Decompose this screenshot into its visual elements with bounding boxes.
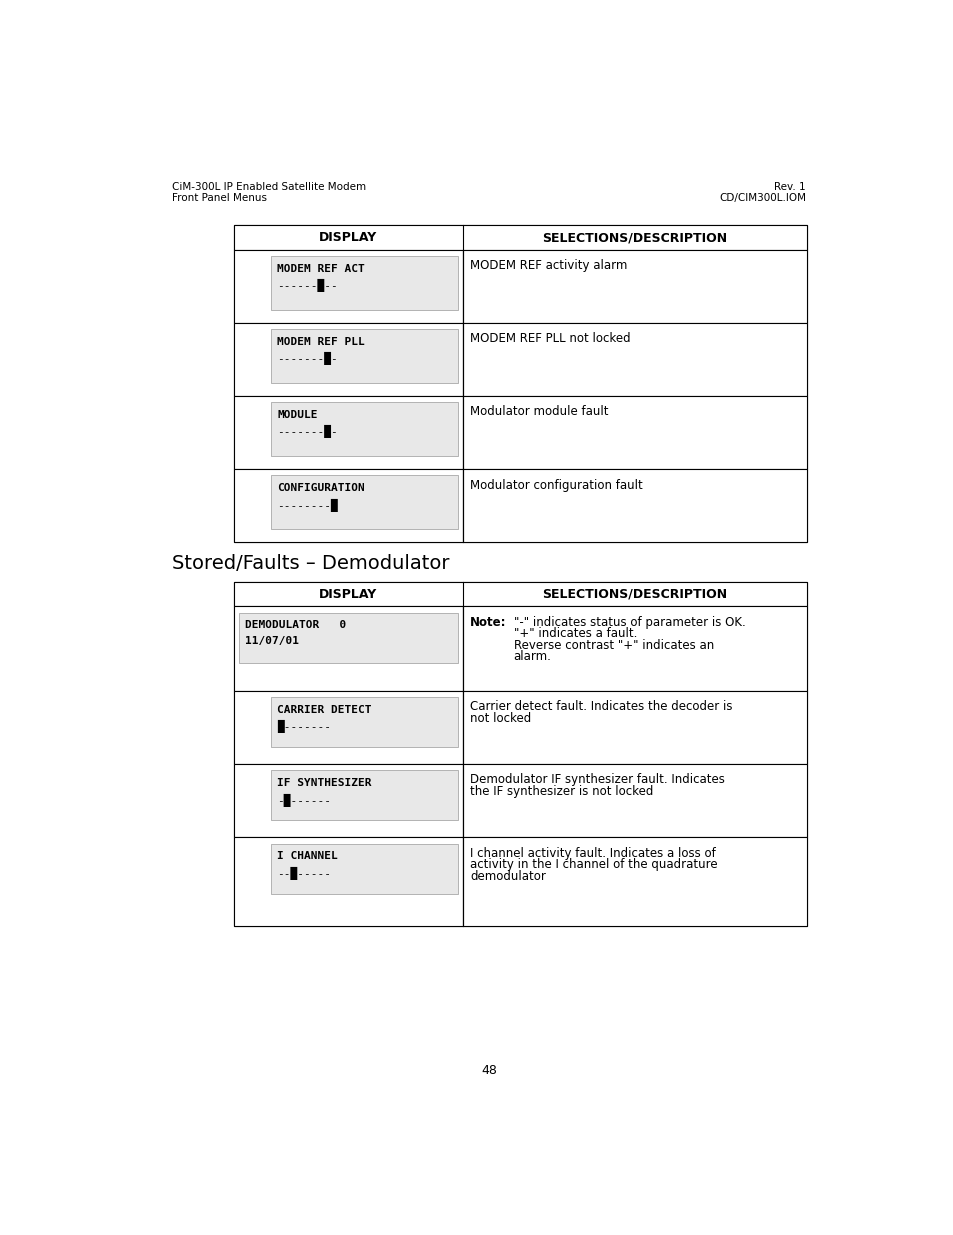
Text: ------█--: ------█-- [277, 279, 337, 293]
Text: SELECTIONS/DESCRIPTION: SELECTIONS/DESCRIPTION [542, 588, 727, 600]
Text: █-------: █------- [277, 720, 331, 734]
Bar [462, 837, 806, 926]
Text: -█------: -█------ [277, 793, 331, 806]
Bar [233, 225, 806, 542]
Text: Reverse contrast "+" indicates an: Reverse contrast "+" indicates an [513, 638, 713, 652]
Text: Note:: Note: [470, 615, 506, 629]
Text: 48: 48 [480, 1065, 497, 1077]
Text: CiM-300L IP Enabled Satellite Modem: CiM-300L IP Enabled Satellite Modem [172, 182, 366, 193]
Text: SELECTIONS/DESCRIPTION: SELECTIONS/DESCRIPTION [542, 231, 727, 245]
Text: "+" indicates a fault.: "+" indicates a fault. [513, 627, 637, 640]
Text: -------█-: -------█- [277, 425, 337, 438]
Bar [462, 324, 806, 396]
Bar [271, 844, 457, 894]
Bar [233, 396, 462, 469]
Text: --------█: --------█ [277, 499, 337, 511]
Bar [462, 249, 806, 324]
Bar [271, 403, 457, 456]
Text: --█-----: --█----- [277, 867, 331, 879]
Bar [233, 225, 806, 249]
Text: Stored/Faults – Demodulator: Stored/Faults – Demodulator [172, 555, 449, 573]
Bar [271, 475, 457, 530]
Bar [233, 692, 462, 764]
Text: I channel activity fault. Indicates a loss of: I channel activity fault. Indicates a lo… [470, 846, 716, 860]
Bar [233, 582, 806, 606]
Text: 11/07/01: 11/07/01 [245, 636, 298, 646]
Bar [271, 771, 457, 820]
Bar [233, 469, 462, 542]
Text: CONFIGURATION: CONFIGURATION [277, 483, 365, 493]
Text: Carrier detect fault. Indicates the decoder is: Carrier detect fault. Indicates the deco… [470, 700, 732, 714]
Text: DISPLAY: DISPLAY [319, 588, 377, 600]
Bar [233, 837, 462, 926]
Text: Modulator module fault: Modulator module fault [470, 405, 608, 419]
Bar [462, 606, 806, 692]
Text: CD/CIM300L.IOM: CD/CIM300L.IOM [719, 193, 805, 203]
Bar [271, 256, 457, 310]
Text: demodulator: demodulator [470, 869, 546, 883]
Text: not locked: not locked [470, 711, 531, 725]
Bar [462, 469, 806, 542]
Text: Rev. 1: Rev. 1 [774, 182, 805, 193]
Text: MODEM REF PLL: MODEM REF PLL [277, 337, 365, 347]
Text: -------█-: -------█- [277, 352, 337, 366]
Text: DISPLAY: DISPLAY [319, 231, 377, 245]
Text: the IF synthesizer is not locked: the IF synthesizer is not locked [470, 785, 653, 798]
Bar [233, 249, 462, 324]
Bar [271, 330, 457, 383]
Bar [233, 582, 806, 926]
Bar [271, 698, 457, 747]
Bar [238, 613, 457, 662]
Text: alarm.: alarm. [513, 651, 551, 663]
Bar [233, 324, 462, 396]
Text: Modulator configuration fault: Modulator configuration fault [470, 478, 642, 492]
Text: MODEM REF activity alarm: MODEM REF activity alarm [470, 259, 627, 272]
Text: MODEM REF ACT: MODEM REF ACT [277, 264, 365, 274]
Text: DEMODULATOR   0: DEMODULATOR 0 [245, 620, 346, 630]
Text: Demodulator IF synthesizer fault. Indicates: Demodulator IF synthesizer fault. Indica… [470, 773, 724, 787]
Bar [462, 764, 806, 837]
Text: Front Panel Menus: Front Panel Menus [172, 193, 267, 203]
Text: MODEM REF PLL not locked: MODEM REF PLL not locked [470, 332, 630, 346]
Bar [233, 764, 462, 837]
Text: activity in the I channel of the quadrature: activity in the I channel of the quadrat… [470, 858, 718, 871]
Bar [462, 396, 806, 469]
Text: MODULE: MODULE [277, 410, 317, 420]
Text: IF SYNTHESIZER: IF SYNTHESIZER [277, 778, 372, 788]
Text: CARRIER DETECT: CARRIER DETECT [277, 705, 372, 715]
Bar [462, 692, 806, 764]
Bar [233, 606, 462, 692]
Text: "-" indicates status of parameter is OK.: "-" indicates status of parameter is OK. [513, 615, 744, 629]
Text: I CHANNEL: I CHANNEL [277, 851, 337, 861]
